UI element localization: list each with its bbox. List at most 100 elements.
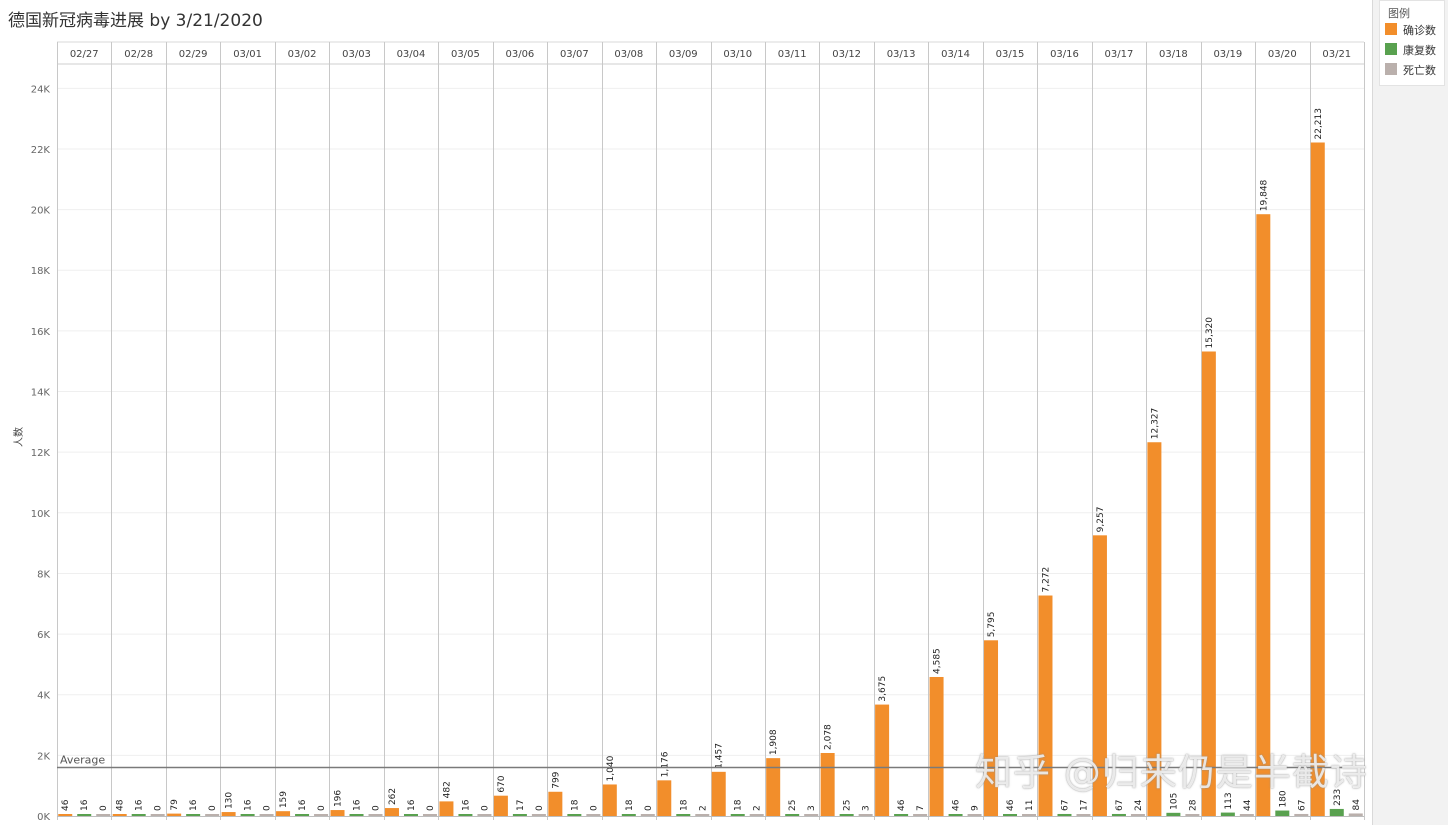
bar-0-03/15 <box>984 640 999 816</box>
date-header-label: 03/18 <box>1159 49 1188 60</box>
date-header-label: 03/07 <box>560 49 589 60</box>
bar-data-label: 262 <box>388 788 398 805</box>
date-header-label: 03/11 <box>778 49 807 60</box>
bar-data-label: 196 <box>334 790 344 807</box>
average-line-label: Average <box>60 753 105 766</box>
legend-panel: 图例 确诊数 康复数 死亡数 <box>1372 0 1448 825</box>
bar-2-03/17 <box>1130 814 1145 816</box>
watermark-text: 知乎 @归来仍是半截诗 <box>975 751 1368 794</box>
y-axis-label: 人数 <box>12 427 25 447</box>
bar-1-03/15 <box>1003 814 1018 816</box>
bar-data-label: 25 <box>843 800 853 811</box>
bar-data-label: 0 <box>317 805 327 811</box>
bar-2-03/07 <box>586 814 601 816</box>
bar-0-03/11 <box>766 758 781 816</box>
bar-data-label: 3 <box>862 805 872 811</box>
bar-1-03/21 <box>1329 808 1344 816</box>
bar-data-label: 11 <box>1025 800 1035 811</box>
bar-0-03/06 <box>493 795 508 816</box>
bar-data-label: 9,257 <box>1096 507 1106 533</box>
bar-data-label: 22,213 <box>1314 108 1324 140</box>
bar-1-03/09 <box>676 814 691 816</box>
bar-1-03/02 <box>295 814 310 816</box>
bar-1-03/20 <box>1275 810 1290 816</box>
bar-0-03/05 <box>439 801 454 816</box>
date-header-label: 03/17 <box>1105 49 1134 60</box>
bar-data-label: 46 <box>897 799 907 811</box>
bar-1-03/08 <box>621 814 636 816</box>
bar-0-03/08 <box>602 784 617 816</box>
bar-1-03/01 <box>240 814 255 816</box>
bar-data-label: 0 <box>263 805 273 811</box>
bar-0-03/01 <box>221 812 236 816</box>
bar-data-label: 233 <box>1333 789 1343 806</box>
bar-data-label: 18 <box>570 799 580 811</box>
bar-data-label: 4,585 <box>933 648 943 674</box>
date-header-label: 03/12 <box>832 49 861 60</box>
y-tick-label: 22K <box>31 145 51 156</box>
bar-data-label: 9 <box>971 805 981 811</box>
bar-0-03/20 <box>1256 214 1271 817</box>
date-header-label: 03/13 <box>887 49 916 60</box>
bar-data-label: 16 <box>298 799 308 811</box>
date-header-label: 03/20 <box>1268 49 1297 60</box>
bar-0-03/21 <box>1310 142 1325 817</box>
bar-data-label: 16 <box>461 799 471 811</box>
bar-data-label: 7 <box>916 805 926 811</box>
bar-0-03/03 <box>330 810 345 816</box>
bar-data-label: 113 <box>1224 792 1234 809</box>
date-header-label: 03/05 <box>451 49 480 60</box>
bar-0-03/14 <box>929 676 944 816</box>
date-header-label: 03/15 <box>996 49 1025 60</box>
bar-data-label: 15,320 <box>1205 317 1215 349</box>
bar-2-03/06 <box>531 814 546 816</box>
bar-data-label: 46 <box>1006 799 1016 811</box>
bar-0-03/07 <box>548 791 563 816</box>
bar-data-label: 7,272 <box>1041 567 1051 593</box>
legend-label-recovered: 康复数 <box>1403 44 1436 57</box>
bar-data-label: 16 <box>189 799 199 811</box>
bar-data-label: 18 <box>625 799 635 811</box>
bar-data-label: 16 <box>353 799 363 811</box>
bar-data-label: 46 <box>952 799 962 811</box>
y-tick-label: 10K <box>31 509 51 520</box>
bar-2-02/29 <box>205 814 220 816</box>
bar-data-label: 1,457 <box>715 743 725 769</box>
bar-1-02/28 <box>131 814 146 816</box>
bar-data-label: 0 <box>480 805 490 811</box>
bar-data-label: 0 <box>154 805 164 811</box>
bar-data-label: 0 <box>208 805 218 811</box>
bar-2-03/18 <box>1185 814 1200 816</box>
bar-2-03/04 <box>422 814 437 816</box>
bar-data-label: 2,078 <box>824 724 834 750</box>
bar-data-label: 1,040 <box>606 755 616 781</box>
bar-2-03/14 <box>967 814 982 816</box>
date-header-label: 02/29 <box>179 49 208 60</box>
legend-box: 图例 确诊数 康复数 死亡数 <box>1379 0 1445 86</box>
bar-data-label: 0 <box>426 805 436 811</box>
bar-0-03/17 <box>1092 535 1107 816</box>
bar-0-03/16 <box>1038 595 1053 816</box>
bar-2-03/21 <box>1348 813 1363 816</box>
date-header-label: 03/03 <box>342 49 371 60</box>
legend-title: 图例 <box>1388 7 1410 20</box>
y-tick-label: 20K <box>31 206 51 217</box>
bar-data-label: 16 <box>244 799 254 811</box>
bar-data-label: 180 <box>1278 790 1288 807</box>
bar-data-label: 79 <box>170 799 180 811</box>
bar-2-03/20 <box>1294 813 1309 816</box>
bar-data-label: 799 <box>551 771 561 788</box>
date-header-label: 03/06 <box>505 49 534 60</box>
bar-0-02/28 <box>112 814 127 816</box>
bar-1-03/13 <box>894 814 909 816</box>
bar-data-label: 16 <box>135 799 145 811</box>
y-tick-label: 0K <box>37 812 50 823</box>
bar-2-03/11 <box>804 814 819 816</box>
bar-data-label: 48 <box>116 799 126 811</box>
bar-1-03/05 <box>458 814 473 816</box>
bar-2-03/13 <box>913 814 928 816</box>
bar-2-03/16 <box>1076 814 1091 816</box>
bar-data-label: 46 <box>61 799 71 811</box>
bar-2-02/28 <box>150 814 165 816</box>
y-tick-label: 14K <box>31 388 51 399</box>
